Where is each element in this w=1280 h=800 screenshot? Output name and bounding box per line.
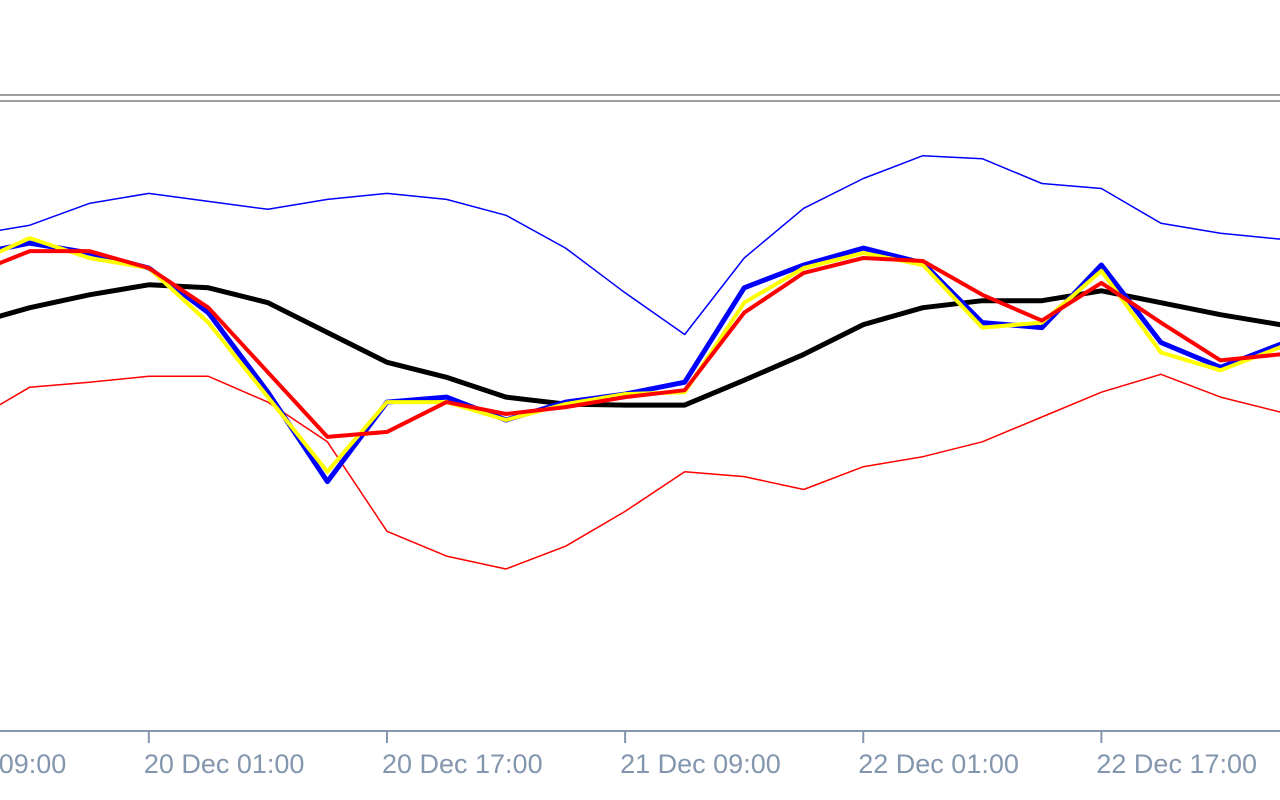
x-tick-label: 22 Dec 17:00 <box>1096 749 1257 779</box>
x-tick-label: 19 Dec 09:00 <box>0 749 66 779</box>
x-tick-label: 21 Dec 09:00 <box>620 749 781 779</box>
x-tick-label: 22 Dec 01:00 <box>858 749 1019 779</box>
series-line <box>0 240 1280 485</box>
series-line <box>0 154 1280 336</box>
x-tick-label: 20 Dec 01:00 <box>144 749 305 779</box>
series-line <box>0 373 1280 570</box>
series-line <box>0 249 1280 439</box>
series-line <box>0 282 1280 408</box>
x-tick-label: 20 Dec 17:00 <box>382 749 543 779</box>
